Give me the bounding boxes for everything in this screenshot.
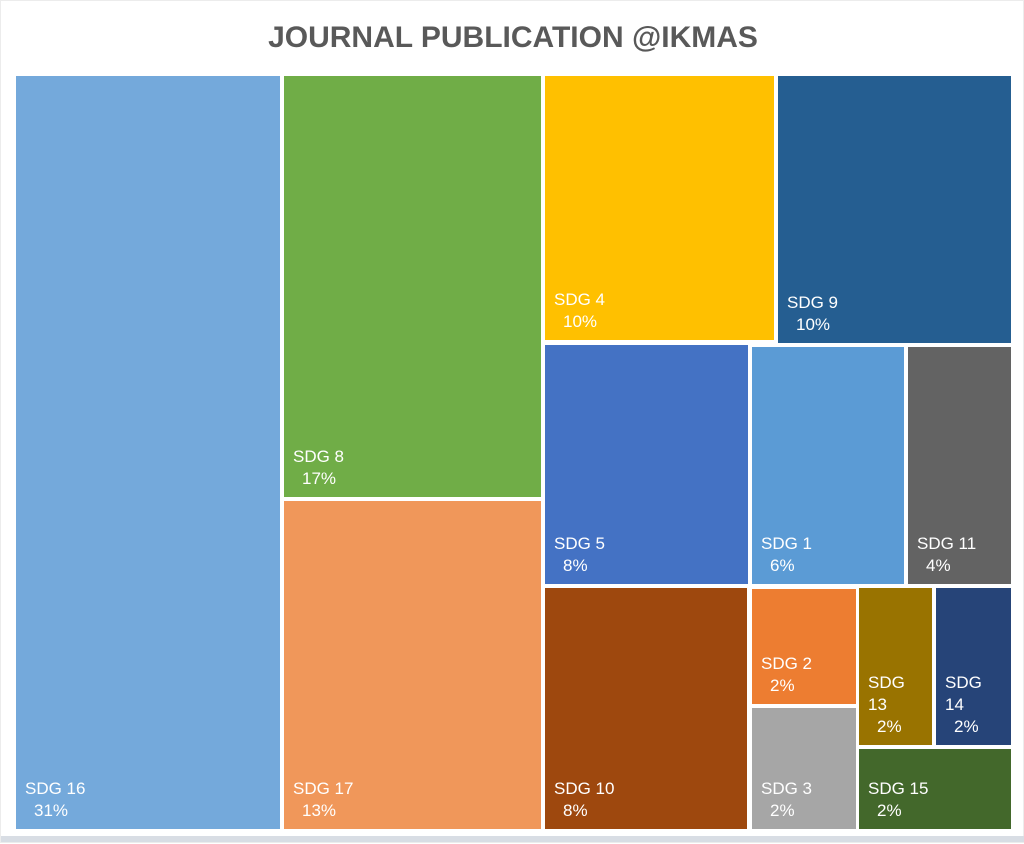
tile-percent-label: 8% <box>563 556 588 575</box>
tile-label: SDG 16 31% <box>16 778 89 829</box>
tile-category-label: SDG 16 <box>25 779 86 798</box>
tile-category-label: SDG 15 <box>868 779 929 798</box>
tile-category-label: SDG 5 <box>554 534 606 553</box>
tile-category-label: SDG 1 <box>761 534 813 553</box>
treemap-tile-sdg2: SDG 2 2% <box>752 589 856 704</box>
treemap-tile-sdg17: SDG 17 13% <box>284 501 541 829</box>
tile-label: SDG 11 4% <box>908 533 980 584</box>
tile-label: SDG 3 2% <box>752 778 816 829</box>
tile-percent-label: 31% <box>34 801 69 820</box>
tile-label: SDG 13 2% <box>859 672 914 745</box>
tile-percent-label: 2% <box>877 801 902 820</box>
tile-category-label: SDG 8 <box>293 447 345 466</box>
treemap-tile-sdg1: SDG 1 6% <box>752 347 904 584</box>
tile-percent-label: 2% <box>954 717 979 736</box>
tile-percent-label: 17% <box>302 469 337 488</box>
tile-percent-label: 10% <box>563 312 598 331</box>
tile-category-label: SDG 4 <box>554 290 606 309</box>
tile-percent-label: 13% <box>302 801 337 820</box>
chart-title: JOURNAL PUBLICATION @IKMAS <box>268 21 758 54</box>
tile-label: SDG 2 2% <box>752 653 816 704</box>
tile-category-label: SDG 2 <box>761 654 813 673</box>
treemap-tile-sdg4: SDG 4 10% <box>545 76 774 340</box>
tile-percent-label: 8% <box>563 801 588 820</box>
tile-label: SDG 1 6% <box>752 533 816 584</box>
tile-label: SDG 14 2% <box>936 672 991 745</box>
tile-percent-label: 6% <box>770 556 795 575</box>
tile-label: SDG 4 10% <box>545 289 609 340</box>
tile-category-label: SDG 11 <box>917 534 977 553</box>
tile-percent-label: 10% <box>796 315 831 334</box>
tile-category-label: SDG 9 <box>787 293 839 312</box>
tile-label: SDG 15 2% <box>859 778 932 829</box>
tile-label: SDG 9 10% <box>778 292 842 343</box>
tile-category-label: SDG 13 <box>868 673 905 714</box>
tile-percent-label: 4% <box>926 556 951 575</box>
treemap-tile-sdg13: SDG 13 2% <box>859 588 932 745</box>
treemap-tile-sdg3: SDG 3 2% <box>752 708 856 829</box>
bottom-strip <box>1 836 1024 842</box>
treemap-tile-sdg11: SDG 11 4% <box>908 347 1011 584</box>
tile-label: SDG 8 17% <box>284 446 348 497</box>
tile-label: SDG 10 8% <box>545 778 618 829</box>
tile-percent-label: 2% <box>770 801 795 820</box>
treemap-tile-sdg14: SDG 14 2% <box>936 588 1011 745</box>
tile-category-label: SDG 17 <box>293 779 354 798</box>
tile-percent-label: 2% <box>877 717 902 736</box>
tile-category-label: SDG 3 <box>761 779 813 798</box>
tile-category-label: SDG 14 <box>945 673 982 714</box>
tile-label: SDG 17 13% <box>284 778 357 829</box>
treemap-tile-sdg10: SDG 10 8% <box>545 588 747 829</box>
tile-category-label: SDG 10 <box>554 779 615 798</box>
tile-label: SDG 5 8% <box>545 533 609 584</box>
treemap-tile-sdg5: SDG 5 8% <box>545 345 748 584</box>
tile-percent-label: 2% <box>770 676 795 695</box>
treemap-tile-sdg15: SDG 15 2% <box>859 749 1011 829</box>
treemap-tile-sdg16: SDG 16 31% <box>16 76 280 829</box>
treemap-tile-sdg8: SDG 8 17% <box>284 76 541 497</box>
treemap-tile-sdg9: SDG 9 10% <box>778 76 1011 343</box>
